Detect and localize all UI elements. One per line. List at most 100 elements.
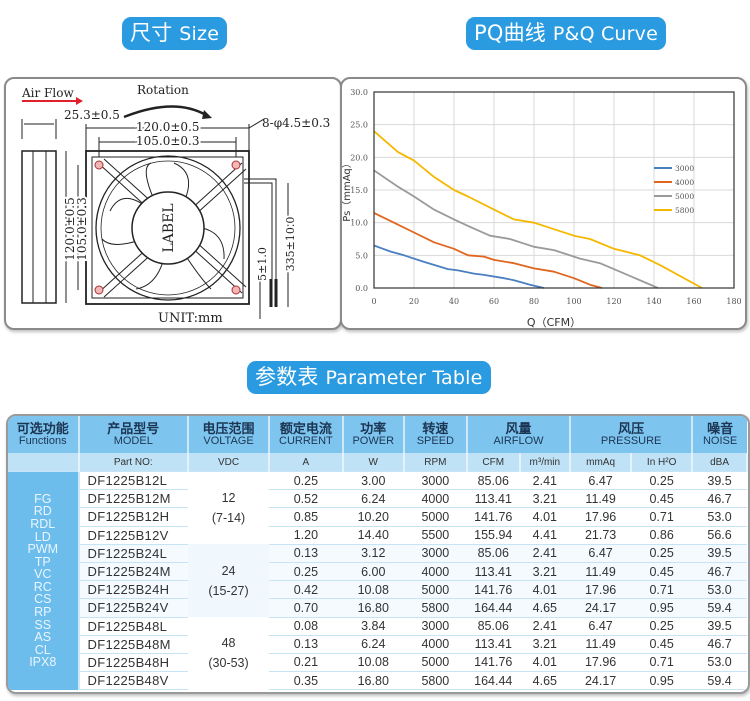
series-line-5800 <box>373 130 703 289</box>
value-cell: 3.12 <box>342 544 404 563</box>
unit-cell: m³/min <box>519 453 572 472</box>
header-airflow: 风量 AIRFLOW <box>466 416 572 453</box>
y-tick-label: 0.0 <box>355 284 368 293</box>
table-row: DF1225B48V 0.35 16.80 5800 164.44 4.65 24.17 0.… <box>8 671 747 691</box>
y-tick-label: 25.0 <box>350 121 368 130</box>
voltage-cell: 12 (7-14) <box>188 471 270 545</box>
value-cell: 0.95 <box>631 598 693 618</box>
y-tick-label: 20.0 <box>350 153 368 162</box>
value-cell: 85.06 <box>466 617 520 636</box>
x-tick-label: 160 <box>686 297 701 306</box>
value-cell: 5000 <box>403 653 467 673</box>
value-cell: 0.25 <box>269 562 343 582</box>
lead-strip-dimension: 5±1.0 <box>256 247 269 281</box>
value-cell: 141.76 <box>466 507 520 527</box>
value-cell: 5800 <box>403 671 467 691</box>
header-noise: 噪音 NOISE <box>692 416 747 453</box>
x-tick-label: 60 <box>489 297 499 306</box>
value-cell: 0.71 <box>631 580 693 600</box>
value-cell: 53.0 <box>692 507 747 527</box>
value-cell: 155.94 <box>466 526 520 545</box>
value-cell: 113.41 <box>466 635 520 654</box>
value-cell: 46.7 <box>692 635 747 654</box>
table-title-en: Parameter Table <box>325 367 483 389</box>
table-section-title: 参数表 Parameter Table <box>247 361 491 394</box>
value-cell: 85.06 <box>466 544 520 563</box>
value-cell: 4000 <box>403 489 467 509</box>
x-tick-label: 20 <box>409 297 419 306</box>
value-cell: 5000 <box>403 507 467 527</box>
hole-dimension: 8-φ4.5±0.3 <box>262 116 330 130</box>
value-cell: 1.20 <box>269 526 343 545</box>
value-cell: 3.21 <box>519 635 571 654</box>
value-cell: 0.25 <box>269 471 343 491</box>
value-cell: 39.5 <box>692 617 747 636</box>
table-row: FG RD RDL LD PWM TP VC RC CS RP SS AS CL IPX8 DF1225B1… <box>8 471 747 690</box>
voltage-cell: 24 (15-27) <box>188 544 270 617</box>
table-row: DF1225B24M 0.25 6.00 4000 113.41 3.21 11.49 0.4… <box>8 562 747 582</box>
value-cell: 39.5 <box>692 544 747 563</box>
chart-series <box>373 130 703 289</box>
size-title-en: Size <box>179 23 220 45</box>
size-title-zh: 尺寸 <box>130 21 173 45</box>
outer-width-dimension: 120.0±0.5 <box>136 120 200 134</box>
model-cell: DF1225B48M <box>78 635 188 654</box>
table-row: DF1225B48H 0.21 10.08 5000 141.76 4.01 17.96 0.… <box>8 653 747 673</box>
value-cell: 2.41 <box>519 544 571 563</box>
value-cell: 59.4 <box>692 598 747 618</box>
value-cell: 164.44 <box>466 598 520 618</box>
value-cell: 17.96 <box>570 507 632 527</box>
value-cell: 17.96 <box>570 653 632 673</box>
x-tick-label: 0 <box>371 297 376 306</box>
value-cell: 4.01 <box>519 507 571 527</box>
model-cell: DF1225B48H <box>78 653 188 673</box>
value-cell: 24.17 <box>570 671 632 691</box>
model-cell: DF1225B24L <box>78 544 188 563</box>
inner-width-dimension: 105.0±0.3 <box>136 134 200 148</box>
model-cell: DF1225B24M <box>78 562 188 582</box>
unit-cell: W <box>342 453 405 472</box>
voltage-cell: 48 (30-53) <box>188 617 270 690</box>
value-cell: 11.49 <box>570 489 632 509</box>
value-cell: 0.95 <box>631 671 693 691</box>
legend-label: 5000 <box>675 192 694 201</box>
unit-cell: VDC <box>188 453 271 472</box>
model-cell: DF1225B24H <box>78 580 188 600</box>
unit-cell: RPM <box>403 453 468 472</box>
value-cell: 3.21 <box>519 489 571 509</box>
unit-cell: mmAq <box>570 453 633 472</box>
value-cell: 0.52 <box>269 489 343 509</box>
header-speed: 转速 SPEED <box>403 416 468 453</box>
value-cell: 0.25 <box>631 544 693 563</box>
value-cell: 6.47 <box>570 544 632 563</box>
value-cell: 11.49 <box>570 635 632 654</box>
table-row: DF1225B12V 1.20 14.40 5500 155.94 4.41 21.73 0.… <box>8 526 747 545</box>
table-row: DF1225B12H 0.85 10.20 5000 141.76 4.01 17.96 0.… <box>8 507 747 527</box>
value-cell: 3000 <box>403 471 467 491</box>
value-cell: 56.6 <box>692 526 747 545</box>
value-cell: 0.45 <box>631 635 693 654</box>
value-cell: 5000 <box>403 580 467 600</box>
value-cell: 0.25 <box>631 617 693 636</box>
value-cell: 0.71 <box>631 653 693 673</box>
y-axis-label: Ps（mmAq） <box>342 158 353 222</box>
functions-cell: FG RD RDL LD PWM TP VC RC CS RP SS AS CL IPX8 <box>8 471 80 690</box>
inner-height-dimension: 105.0±0.3 <box>75 197 89 261</box>
header-voltage: 电压范围 VOLTAGE <box>188 416 271 453</box>
header-functions: 可选功能 Functions <box>8 416 80 453</box>
value-cell: 53.0 <box>692 653 747 673</box>
value-cell: 0.08 <box>269 617 343 636</box>
rotation-label: Rotation <box>137 83 189 97</box>
air-flow-label: Air Flow <box>21 86 74 100</box>
value-cell: 4000 <box>403 562 467 582</box>
model-cell: DF1225B12H <box>78 507 188 527</box>
x-tick-label: 80 <box>529 297 539 306</box>
header-current: 额定电流 CURRENT <box>269 416 344 453</box>
value-cell: 4.01 <box>519 580 571 600</box>
chart-legend: 3000 4000 5000 5800 <box>654 164 694 215</box>
value-cell: 0.45 <box>631 562 693 582</box>
value-cell: 24.17 <box>570 598 632 618</box>
header-pressure: 风压 PRESSURE <box>570 416 694 453</box>
value-cell: 0.86 <box>631 526 693 545</box>
value-cell: 4.65 <box>519 598 571 618</box>
